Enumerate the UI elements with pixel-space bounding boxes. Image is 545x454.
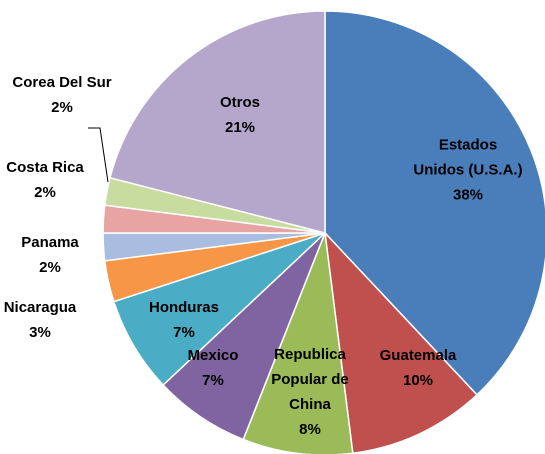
pie-slice: [324, 10, 545, 396]
category-label: Republica Popular de China: [271, 346, 349, 413]
value-label: 7%: [173, 324, 195, 341]
slice-label: Mexico 7%: [173, 343, 253, 393]
pie-slice: [242, 232, 354, 454]
category-label: Mexico: [187, 347, 239, 364]
slice-label: Panama 2%: [5, 230, 95, 280]
value-label: 38%: [452, 186, 484, 204]
value-label: 8%: [299, 421, 321, 438]
value-label: 2%: [34, 184, 56, 201]
slice-label: Nicaragua 3%: [0, 295, 90, 345]
slice-label: Costa Rica 2%: [0, 155, 90, 205]
slice-label: Guatemala 10%: [368, 343, 468, 393]
slice-label: Republica Popular de China 8%: [260, 342, 360, 442]
category-label: Costa Rica: [6, 159, 84, 176]
pie-slice: [323, 230, 479, 454]
pie-slice: [109, 10, 326, 234]
category-label: Panama: [21, 234, 79, 251]
slice-label: Estados Unidos (U.S.A.) 38%: [413, 133, 523, 208]
value-label: 2%: [51, 99, 73, 116]
category-label: Otros: [219, 94, 260, 111]
value-label: 10%: [402, 372, 434, 389]
category-label: Estados Unidos (U.S.A.): [413, 136, 523, 179]
category-label: Guatemala: [379, 347, 457, 364]
category-label: Corea Del Sur: [12, 74, 112, 91]
slice-label: Corea Del Sur 2%: [12, 70, 112, 120]
leader-line: [88, 127, 109, 183]
category-label: Honduras: [148, 299, 219, 316]
category-label: Nicaragua: [3, 299, 77, 316]
value-label: 21%: [224, 119, 256, 136]
slice-label: Otros 21%: [195, 90, 285, 140]
value-label: 7%: [202, 372, 224, 389]
value-label: 2%: [39, 259, 61, 276]
slice-label: Honduras 7%: [134, 295, 234, 345]
value-label: 3%: [29, 324, 51, 341]
